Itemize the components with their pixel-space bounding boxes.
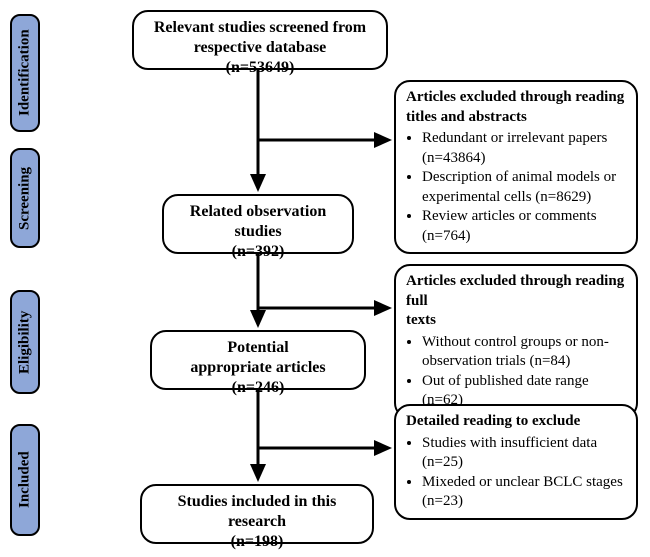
box-potential-appropriate: Potentialappropriate articles(n=246) (150, 330, 366, 390)
stage-label-included: Included (10, 424, 40, 536)
box-related-observation: Related observationstudies(n=392) (162, 194, 354, 254)
box-exclude-titles-abstracts: Articles excluded through readingtitles … (394, 80, 638, 254)
box-screened: Relevant studies screened fromrespective… (132, 10, 388, 70)
stage-label-identification: Identification (10, 14, 40, 132)
box-included: Studies included in thisresearch(n=198) (140, 484, 374, 544)
box-exclude-fulltexts: Articles excluded through reading fullte… (394, 264, 638, 419)
box-exclude-detailed: Detailed reading to excludeStudies with … (394, 404, 638, 520)
stage-label-eligibility: Eligibility (10, 290, 40, 394)
stage-label-screening: Screening (10, 148, 40, 248)
